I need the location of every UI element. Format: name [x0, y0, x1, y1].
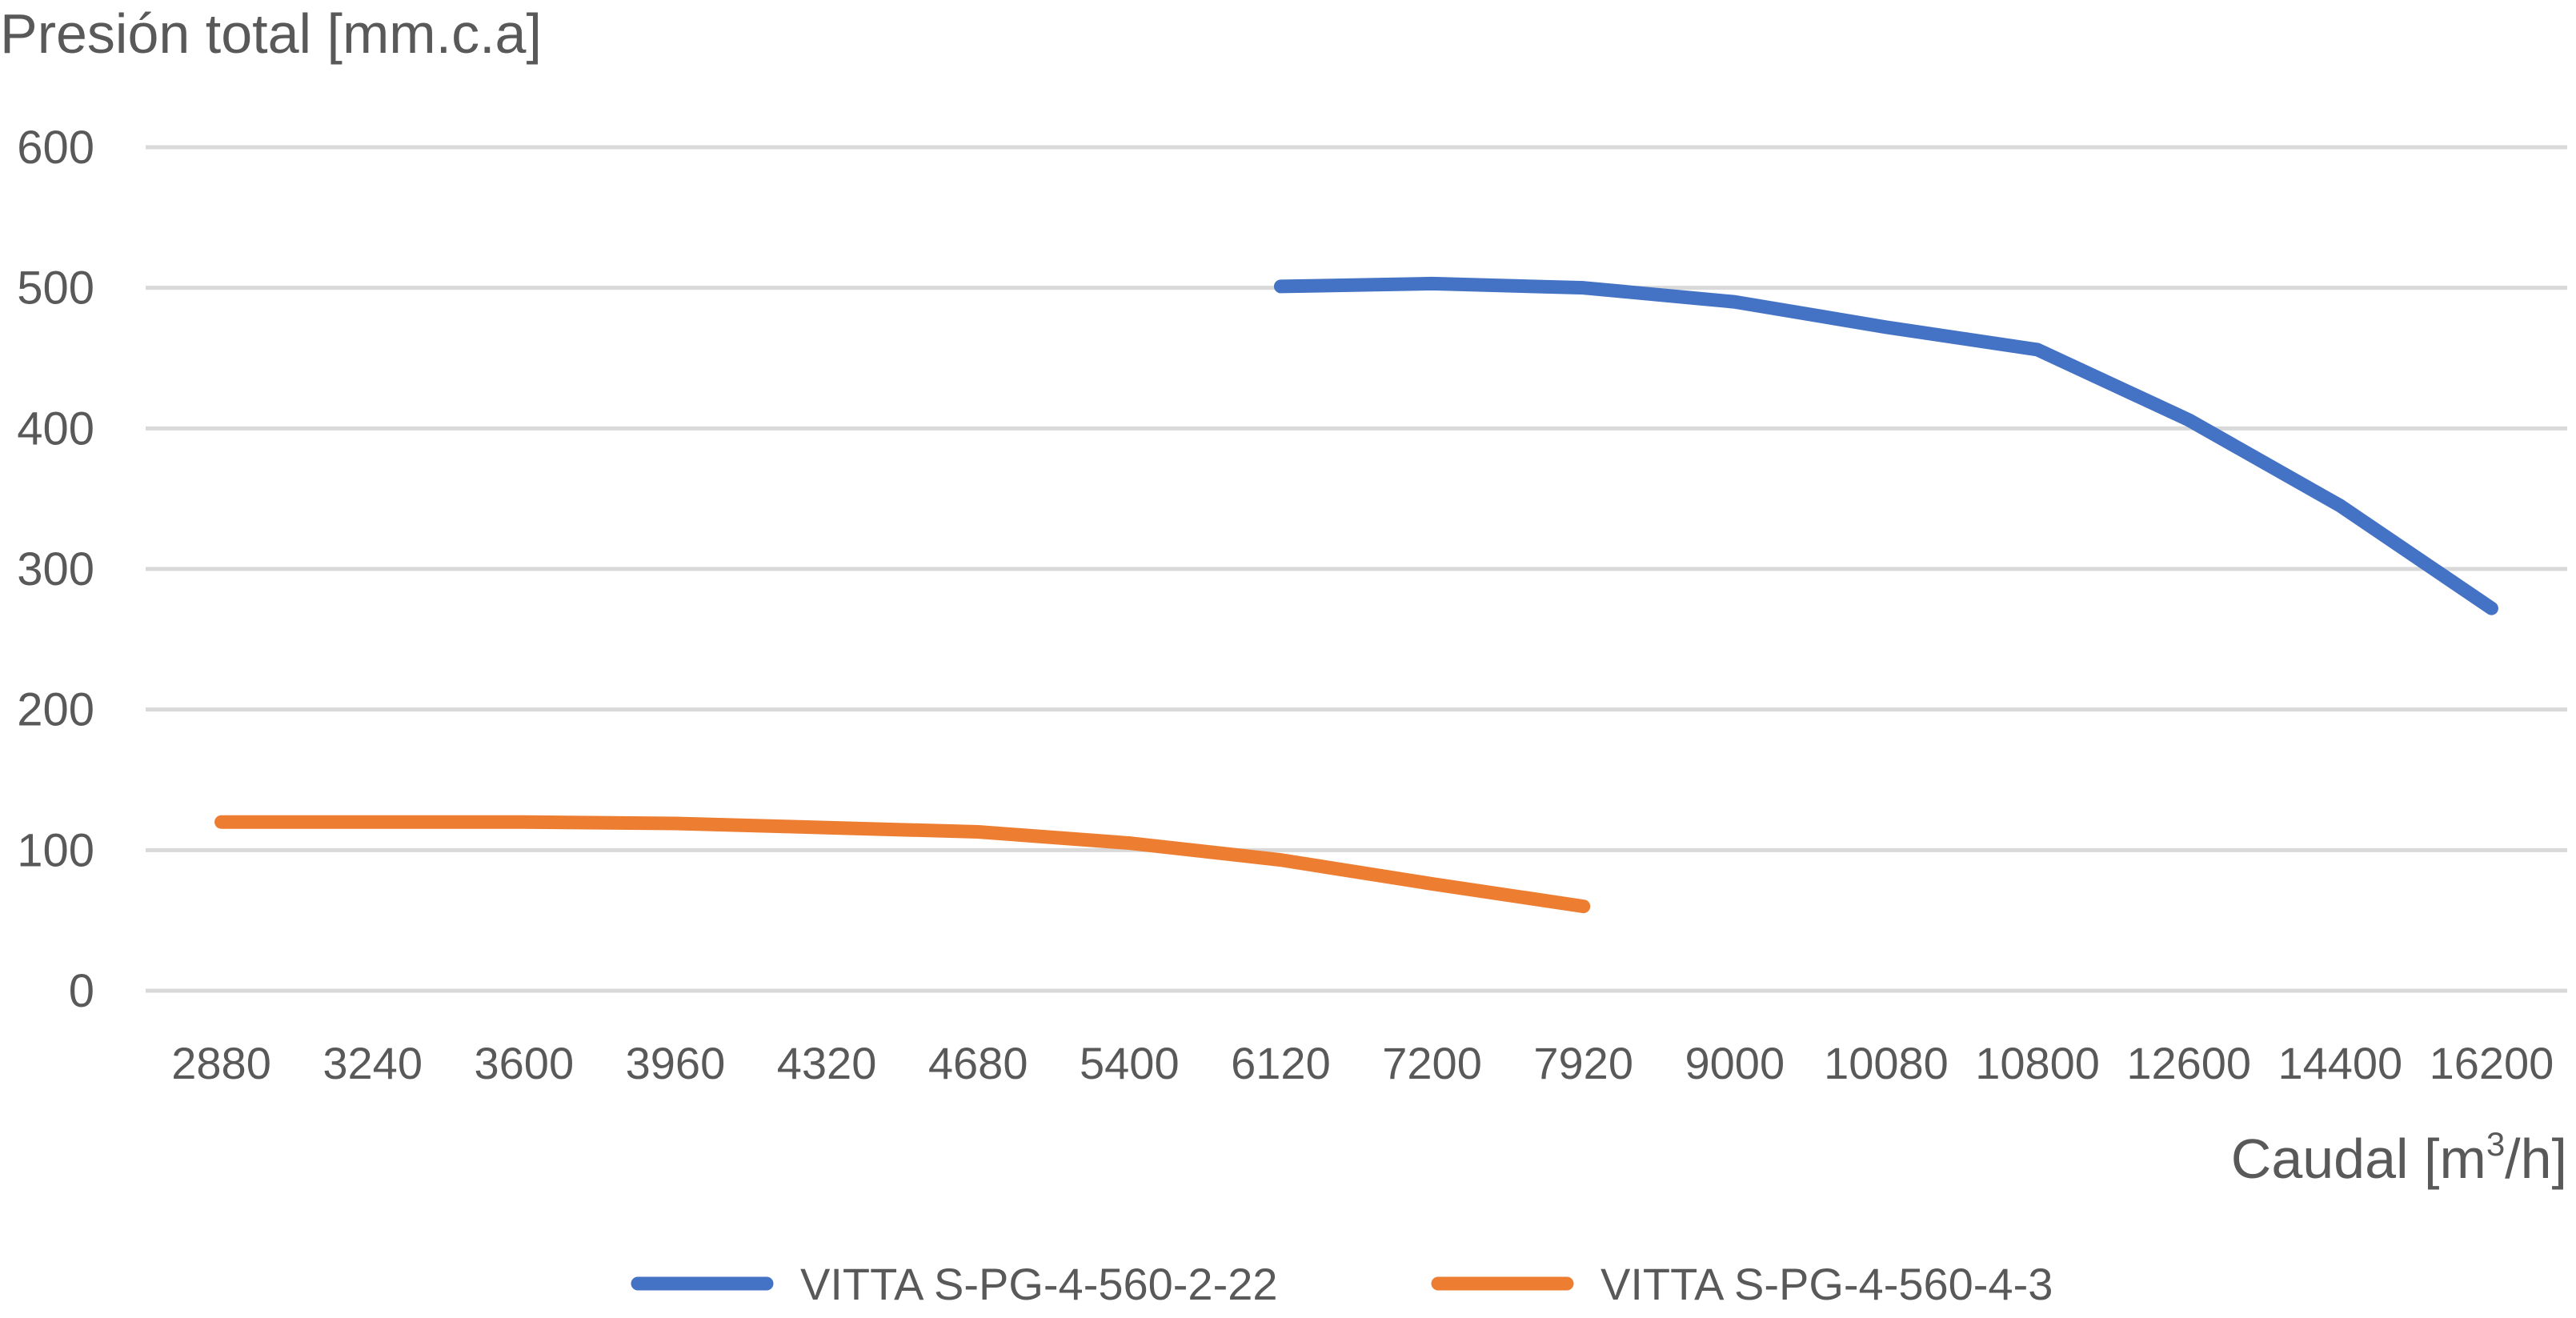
x-tick-label: 10080 [1824, 1038, 1949, 1088]
x-tick-label: 5400 [1080, 1038, 1180, 1088]
x-tick-label: 10800 [1975, 1038, 2100, 1088]
series-line-2 [214, 815, 1591, 914]
legend: VITTA S-PG-4-560-2-22 VITTA S-PG-4-560-4-… [631, 1259, 2053, 1309]
x-axis-title-end: /h] [2505, 1128, 2567, 1190]
y-tick-label: 400 [17, 403, 94, 455]
series-lines [214, 276, 2498, 914]
x-tick-label: 7920 [1533, 1038, 1633, 1088]
y-tick-label: 100 [17, 824, 94, 876]
x-tick-label: 3960 [626, 1038, 726, 1088]
x-axis-title: Caudal [m3/h] [2231, 1125, 2567, 1190]
series-line-1 [1273, 276, 2498, 615]
x-tick-label: 12600 [2126, 1038, 2251, 1088]
x-tick-label: 4680 [928, 1038, 1028, 1088]
x-tick-label: 14400 [2278, 1038, 2402, 1088]
x-tick-label: 3600 [475, 1038, 575, 1088]
x-tick-label: 3240 [323, 1038, 423, 1088]
x-tick-label: 7200 [1382, 1038, 1482, 1088]
y-tick-label: 300 [17, 543, 94, 595]
x-tick-label: 2880 [171, 1038, 271, 1088]
x-tick-label: 4320 [777, 1038, 877, 1088]
y-axis-title: Presión total [mm.c.a] [0, 2, 542, 65]
x-tick-labels: 2880 3240 3600 3960 4320 4680 5400 6120 7200 7920… [171, 1038, 2554, 1088]
x-axis-title-main: Caudal [m [2231, 1128, 2486, 1190]
y-tick-label: 600 [17, 122, 94, 174]
y-tick-label: 500 [17, 262, 94, 314]
x-tick-label: 9000 [1685, 1038, 1785, 1088]
x-tick-label: 16200 [2430, 1038, 2554, 1088]
y-tick-label: 200 [17, 684, 94, 736]
x-axis-title-sup: 3 [2486, 1125, 2505, 1163]
gridlines [146, 145, 2567, 993]
y-tick-labels: 0 100 200 300 400 500 600 [17, 122, 94, 1017]
y-tick-label: 0 [69, 965, 94, 1017]
legend-label: VITTA S-PG-4-560-4-3 [1600, 1259, 2053, 1309]
legend-label: VITTA S-PG-4-560-2-22 [800, 1259, 1278, 1309]
x-tick-label: 6120 [1231, 1038, 1331, 1088]
